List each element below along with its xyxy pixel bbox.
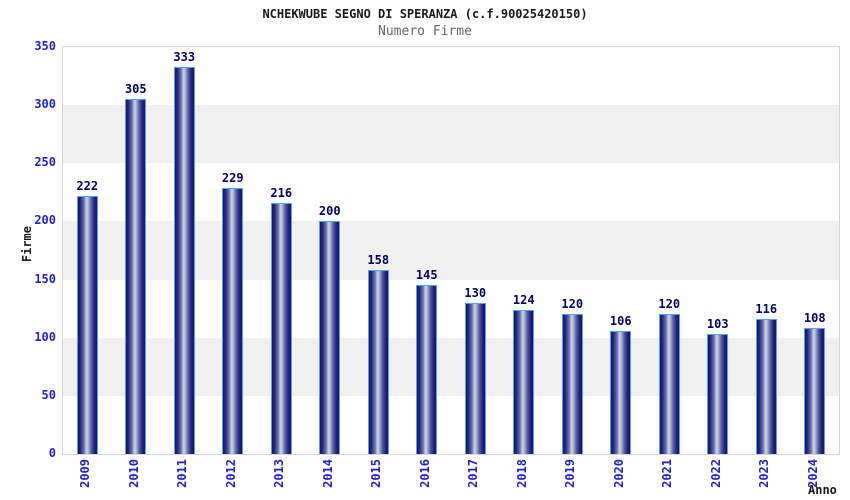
y-tick-label: 100 (34, 329, 56, 344)
y-tick-label: 150 (34, 271, 56, 286)
bar-value-label: 158 (367, 253, 390, 268)
bar-value-label: 333 (173, 49, 196, 64)
y-tick-label: 50 (41, 387, 56, 402)
x-tick-label-2020: 2020 (611, 459, 626, 488)
bar-value-label: 216 (270, 185, 293, 200)
bar-2016 (416, 285, 438, 454)
bar-2022 (707, 334, 729, 454)
x-tick-label-2010: 2010 (126, 459, 141, 488)
bar-value-label: 124 (512, 292, 535, 307)
plot-area: 222 305 333 229 216 200 158 145 130 124 120 106 120 1… (62, 46, 840, 455)
x-tick-label-2016: 2016 (417, 459, 432, 488)
x-tick-label-2014: 2014 (320, 459, 335, 488)
x-tick-label-2013: 2013 (272, 459, 287, 488)
y-tick-label: 200 (34, 213, 56, 228)
x-tick-label-2009: 2009 (78, 459, 93, 488)
bar-2020 (610, 330, 632, 454)
x-tick-label-2018: 2018 (514, 459, 529, 488)
y-tick-label: 350 (34, 39, 56, 53)
bar-value-label: 103 (706, 317, 729, 332)
bar-value-label: 120 (658, 297, 681, 312)
bar-value-label: 116 (755, 302, 778, 317)
chart-subtitle: Numero Firme (378, 24, 472, 39)
x-tick-label-2022: 2022 (708, 459, 723, 488)
bar-value-label: 130 (464, 285, 487, 300)
bar-value-label: 120 (561, 297, 584, 312)
bar-2017 (464, 302, 486, 454)
y-tick-label: 0 (48, 446, 56, 460)
bar-2012 (222, 187, 244, 454)
bar-value-label: 229 (221, 170, 244, 185)
bar-value-label: 222 (76, 178, 99, 193)
bar-2010 (125, 99, 147, 454)
y-axis-title: Firme (20, 226, 34, 263)
bar-2018 (513, 309, 535, 454)
x-tick-label-2015: 2015 (369, 459, 384, 488)
bar-2019 (561, 314, 583, 454)
bar-2013 (270, 202, 292, 454)
bar-2009 (76, 195, 98, 454)
chart-title: NCHEKWUBE SEGNO DI SPERANZA (c.f.9002542… (262, 7, 588, 21)
bar-2024 (804, 328, 826, 454)
bar-value-label: 108 (803, 311, 826, 326)
x-tick-label-2012: 2012 (223, 459, 238, 488)
bar-2023 (755, 319, 777, 454)
x-axis-title: Anno (808, 483, 837, 497)
bar-value-label: 106 (609, 313, 632, 328)
bar-2021 (658, 314, 680, 454)
x-tick-label-2017: 2017 (466, 459, 481, 488)
bar-value-label: 200 (318, 204, 341, 219)
bar-2011 (173, 66, 195, 454)
bar-2015 (367, 270, 389, 454)
x-tick-label-2023: 2023 (757, 459, 772, 488)
bar-value-label: 305 (124, 82, 147, 97)
x-tick-label-2011: 2011 (175, 459, 190, 488)
y-tick-label: 300 (34, 97, 56, 112)
x-tick-label-2019: 2019 (563, 459, 578, 488)
bar-value-label: 145 (415, 268, 438, 283)
y-tick-label: 250 (34, 155, 56, 170)
x-tick-label-2021: 2021 (660, 459, 675, 488)
bar-2014 (319, 221, 341, 454)
